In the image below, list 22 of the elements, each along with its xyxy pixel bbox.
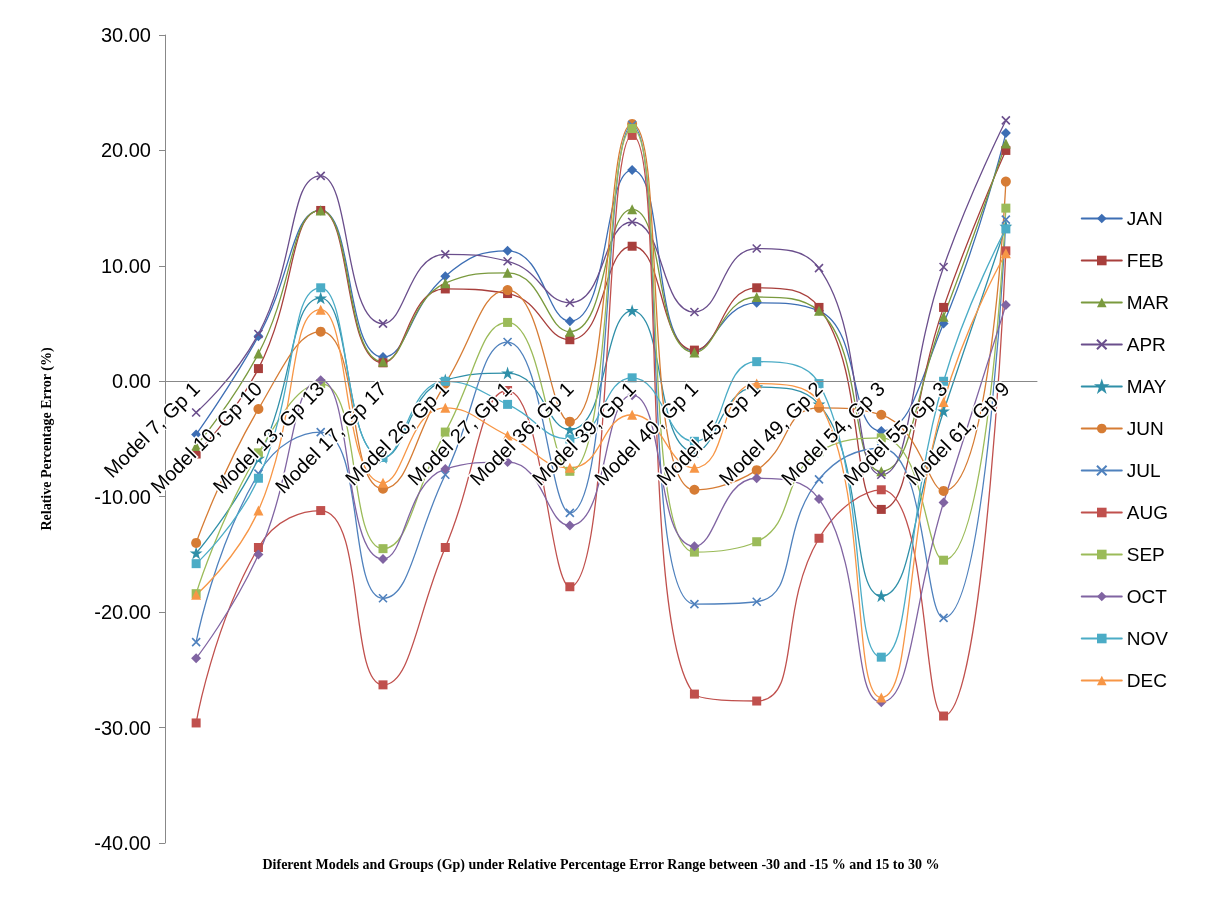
y-tick-label: -40.00 xyxy=(94,832,151,854)
legend-label: MAR xyxy=(1126,292,1170,313)
legend-label: JUL xyxy=(1126,460,1161,481)
y-tick-label: 0.00 xyxy=(112,370,151,393)
legend-label: OCT xyxy=(1126,586,1168,607)
y-tick-label: 20.00 xyxy=(100,139,151,162)
y-tick-label: -20.00 xyxy=(94,601,151,624)
legend-label: DEC xyxy=(1126,670,1167,691)
y-tick-label: -10.00 xyxy=(94,485,151,508)
legend-label: JUN xyxy=(1126,418,1164,439)
legend-label: NOV xyxy=(1126,628,1169,649)
legend-label: APR xyxy=(1126,334,1166,355)
legend-label: JAN xyxy=(1126,208,1163,229)
x-axis-title: Diferent Models and Groups (Gp) under Relative Percentage Error Range between -30 and -15 % and 15 to 30 % xyxy=(262,856,940,873)
legend-label: AUG xyxy=(1126,502,1168,523)
y-axis-title: Relative Percentage Error (%) xyxy=(38,347,55,531)
y-tick-label: 10.00 xyxy=(100,254,151,277)
y-tick-label: -30.00 xyxy=(94,716,151,739)
legend-label: SEP xyxy=(1126,544,1165,565)
legend-label: FEB xyxy=(1126,250,1164,271)
legend-label: MAY xyxy=(1126,376,1167,397)
y-tick-label: 30.00 xyxy=(100,24,151,46)
